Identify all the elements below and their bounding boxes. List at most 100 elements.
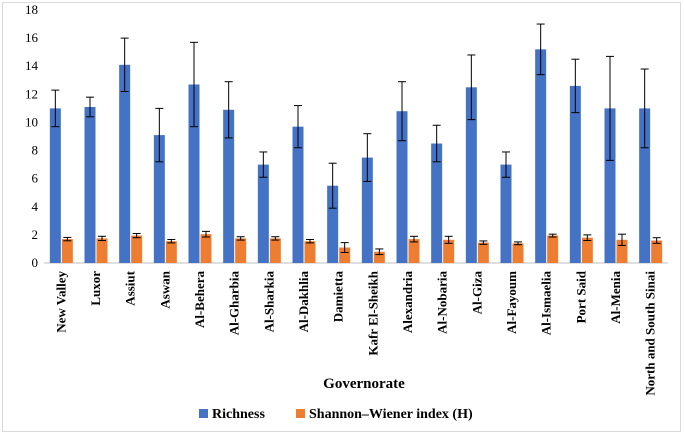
shannon-error-bar-9 xyxy=(375,248,384,256)
category-label-11: Al-Nobaria xyxy=(435,271,450,334)
richness-error-bar-11 xyxy=(432,124,441,163)
category-label-16: Al-Menia xyxy=(608,271,623,324)
richness-error-bar-8 xyxy=(328,162,337,209)
category-label-15: Port Said xyxy=(573,270,588,323)
category-label-0: New Valley xyxy=(53,271,68,333)
y-tick-label-5: 10 xyxy=(25,114,38,129)
y-tick-label-4: 8 xyxy=(32,143,39,158)
category-label-5: Al-Gharbia xyxy=(227,271,242,336)
richness-error-bar-12 xyxy=(467,54,476,121)
shannon-bar-17 xyxy=(651,240,663,263)
shannon-error-bar-15 xyxy=(583,234,592,242)
richness-bar-8 xyxy=(327,185,339,263)
richness-bar-1 xyxy=(84,106,96,263)
y-tick-label-8: 16 xyxy=(25,30,39,45)
richness-error-bar-2 xyxy=(120,37,129,93)
richness-bar-0 xyxy=(49,108,61,263)
shannon-bar-2 xyxy=(131,235,143,263)
richness-bar-13 xyxy=(500,164,512,263)
x-axis-title: Governorate xyxy=(323,376,405,392)
richness-bar-15 xyxy=(569,85,581,264)
shannon-bar-0 xyxy=(61,239,73,263)
shannon-error-bar-10 xyxy=(410,235,418,243)
shannon-error-bar-7 xyxy=(306,239,314,244)
richness-bar-7 xyxy=(292,126,304,264)
category-label-10: Alexandria xyxy=(400,271,415,334)
shannon-bar-15 xyxy=(581,237,593,263)
category-label-3: Aswan xyxy=(157,270,172,308)
y-tick-label-7: 14 xyxy=(25,58,39,73)
shannon-error-bar-3 xyxy=(167,239,176,244)
shannon-bar-7 xyxy=(304,241,316,263)
richness-bar-14 xyxy=(535,49,547,263)
shannon-bar-16 xyxy=(616,239,628,263)
richness-error-bar-3 xyxy=(155,107,164,163)
shannon-error-bar-11 xyxy=(444,235,453,244)
y-tick-label-6: 12 xyxy=(25,86,38,101)
shannon-error-bar-13 xyxy=(514,241,522,246)
richness-bar-6 xyxy=(257,164,269,263)
category-label-7: Al-Dakhlia xyxy=(296,271,311,333)
richness-error-bar-4 xyxy=(190,41,198,128)
category-label-4: Al-Behera xyxy=(192,271,207,329)
y-tick-label-3: 6 xyxy=(32,171,39,186)
shannon-bar-5 xyxy=(235,238,247,263)
y-tick-label-2: 4 xyxy=(32,199,39,214)
richness-bar-12 xyxy=(465,87,477,263)
y-tick-label-9: 18 xyxy=(25,2,38,17)
richness-error-bar-13 xyxy=(502,151,510,178)
category-label-12: Al-Giza xyxy=(469,271,484,315)
legend-label-0: Richness xyxy=(212,407,265,422)
shannon-error-bar-8 xyxy=(340,242,349,253)
shannon-error-bar-4 xyxy=(202,230,210,238)
shannon-error-bar-17 xyxy=(652,237,661,244)
richness-bar-5 xyxy=(223,109,235,264)
richness-error-bar-0 xyxy=(51,89,60,128)
category-label-17: North and South Sinai xyxy=(643,271,658,396)
y-tick-label-0: 0 xyxy=(32,255,39,270)
shannon-error-bar-1 xyxy=(98,235,106,242)
shannon-bar-8 xyxy=(339,247,351,263)
category-label-14: Al-Ismaelia xyxy=(539,271,554,336)
richness-error-bar-16 xyxy=(606,55,614,161)
shannon-bar-1 xyxy=(96,238,108,263)
richness-error-bar-6 xyxy=(259,151,268,178)
shannon-bar-11 xyxy=(443,239,455,263)
chart-frame xyxy=(2,2,681,432)
legend: Richness Shannon–Wiener index (H) xyxy=(199,407,473,422)
y-axis-ticks: 0 2 4 6 8 10 12 14 16 18 xyxy=(25,2,39,270)
legend-swatch-1 xyxy=(296,409,305,418)
richness-error-bar-17 xyxy=(640,68,649,149)
richness-bar-9 xyxy=(361,157,373,263)
richness-error-bar-15 xyxy=(571,58,580,114)
shannon-error-bar-12 xyxy=(479,240,488,245)
shannon-bar-10 xyxy=(408,239,420,263)
shannon-error-bar-0 xyxy=(63,236,72,242)
category-label-6: Al-Sharkia xyxy=(261,271,276,333)
legend-swatch-0 xyxy=(199,409,208,418)
category-labels: New Valley Luxor Assiut Aswan Al-Behera Al-Gh… xyxy=(53,270,657,395)
shannon-bar-13 xyxy=(512,243,524,263)
bars xyxy=(49,23,663,264)
richness-bar-16 xyxy=(604,108,616,263)
richness-bar-17 xyxy=(639,108,651,263)
category-label-13: Al-Fayoum xyxy=(504,271,519,334)
richness-error-bar-5 xyxy=(224,81,233,139)
legend-label-1: Shannon–Wiener index (H) xyxy=(309,407,473,422)
shannon-bar-14 xyxy=(547,235,559,263)
richness-bar-2 xyxy=(119,64,131,263)
richness-error-bar-14 xyxy=(536,23,545,76)
shannon-error-bar-16 xyxy=(618,233,626,246)
category-label-9: Kafr El-Sheikh xyxy=(365,270,380,355)
category-label-2: Assiut xyxy=(123,270,138,305)
richness-error-bar-9 xyxy=(363,133,372,182)
shannon-bar-12 xyxy=(477,242,489,263)
shannon-error-bar-6 xyxy=(271,236,280,241)
richness-bar-10 xyxy=(396,111,408,263)
richness-error-bar-7 xyxy=(294,105,302,149)
shannon-error-bar-14 xyxy=(548,233,557,238)
richness-error-bar-10 xyxy=(398,81,406,142)
y-tick-label-1: 2 xyxy=(32,227,39,242)
category-label-1: Luxor xyxy=(88,271,103,306)
